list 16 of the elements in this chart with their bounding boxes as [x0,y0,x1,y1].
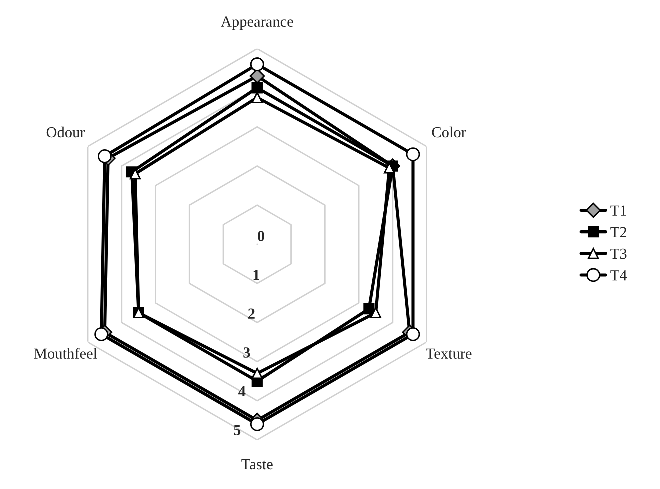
legend-label: T4 [610,270,628,281]
y-tick-label: 3 [244,348,250,358]
spoke-label: Texture [426,348,472,359]
y-tick-label: 1 [254,270,260,280]
spoke-label: Color [432,126,466,138]
legend-label: T2 [610,227,627,238]
y-tick-label: 4 [238,386,246,397]
spoke-label: Appearance [221,16,294,30]
legend-label: T3 [610,248,627,260]
legend-label: T1 [610,206,626,216]
spoke-label: Mouthfeel [34,348,98,359]
spoke-label: Taste [242,459,273,470]
y-tick-label: 0 [258,231,264,242]
y-tick-label: 2 [248,308,255,319]
y-tick-label: 5 [234,425,241,436]
spoke-label: Odour [46,126,86,138]
